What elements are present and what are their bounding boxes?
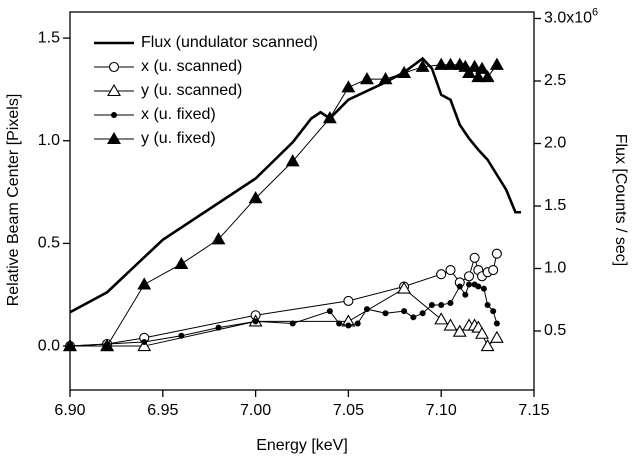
series-line	[70, 287, 498, 347]
y-tick-label: 1.0	[38, 132, 60, 149]
y-axis-title: Relative Beam Center [Pixels]	[5, 94, 22, 307]
data-point	[480, 69, 495, 83]
y2-exponent: 6	[592, 6, 598, 18]
data-point	[466, 281, 473, 288]
data-point	[215, 324, 222, 331]
data-point	[447, 299, 454, 306]
x-tick-label: 6.90	[54, 402, 85, 419]
data-point	[137, 277, 152, 290]
data-point	[289, 320, 296, 327]
legend-marker	[111, 112, 117, 118]
x-tick-label: 7.10	[426, 402, 457, 419]
y2-axis-title: Flux [Counts / sec]	[612, 134, 629, 267]
legend-marker	[107, 83, 121, 97]
data-point	[285, 154, 300, 167]
data-point	[436, 269, 447, 280]
data-point	[467, 59, 482, 72]
data-point	[360, 72, 374, 85]
legend-label: y (u. scanned)	[141, 82, 242, 99]
data-point	[354, 320, 361, 327]
data-point	[475, 326, 489, 339]
y2-tick-label: 2.5	[544, 72, 566, 89]
data-point	[415, 59, 430, 72]
legend-marker	[107, 131, 121, 145]
plot-frame	[69, 11, 535, 391]
y2-tick-label: 0.5	[544, 322, 566, 339]
data-point	[480, 285, 487, 292]
x-tick-label: 7.15	[518, 402, 549, 419]
data-point	[410, 314, 417, 321]
data-point	[341, 80, 356, 93]
data-point	[397, 281, 412, 294]
data-point	[462, 65, 476, 79]
data-point	[248, 191, 263, 204]
data-point	[434, 57, 449, 70]
data-point	[141, 338, 148, 345]
y2-tick-label: 1.5	[544, 197, 566, 214]
data-point	[434, 312, 449, 325]
data-point	[382, 310, 389, 317]
data-point	[397, 65, 412, 79]
data-point	[438, 301, 445, 308]
data-point	[491, 248, 502, 259]
data-point	[484, 301, 491, 308]
data-point	[489, 330, 504, 343]
data-point	[488, 265, 499, 276]
data-point	[363, 306, 370, 313]
data-point	[100, 338, 115, 352]
data-point	[456, 283, 463, 290]
data-point	[445, 265, 456, 276]
legend-label: x (u. scanned)	[141, 58, 242, 75]
data-point	[475, 61, 489, 74]
data-point	[343, 295, 354, 306]
x-tick-label: 7.05	[333, 402, 364, 419]
legend-label: Flux (undulator scanned)	[141, 34, 318, 51]
data-point	[443, 57, 458, 70]
y2-tick-label: 3.0x10	[544, 10, 592, 27]
data-point	[401, 308, 408, 315]
data-point	[419, 310, 426, 317]
legend-marker	[108, 61, 120, 73]
y-tick-label: 0.0	[38, 337, 60, 354]
data-point	[428, 301, 435, 308]
data-point	[345, 322, 352, 329]
data-point	[490, 308, 497, 315]
legend-label: x (u. fixed)	[141, 106, 216, 123]
x-tick-label: 7.00	[240, 402, 271, 419]
data-point	[336, 320, 343, 327]
series-line	[69, 283, 498, 347]
data-point	[137, 338, 152, 352]
data-point	[63, 338, 77, 352]
series-line	[69, 56, 522, 314]
y2-tick-label: 1.0	[544, 260, 566, 277]
x-axis-title: Energy [keV]	[256, 437, 348, 454]
data-point	[178, 332, 185, 339]
data-point	[174, 256, 189, 269]
data-point	[471, 69, 486, 83]
data-point	[211, 232, 226, 245]
data-point	[480, 338, 495, 352]
y2-tick-label: 2.0	[544, 135, 566, 152]
data-point	[378, 72, 393, 85]
data-point	[489, 57, 504, 70]
x-tick-label: 6.95	[147, 402, 178, 419]
data-point	[475, 283, 482, 290]
data-point	[326, 308, 333, 315]
data-point	[462, 291, 469, 298]
data-point	[469, 252, 480, 263]
legend-label: y (u. fixed)	[141, 130, 216, 147]
y-tick-label: 1.5	[38, 29, 60, 46]
data-point	[322, 111, 337, 124]
data-point	[463, 271, 475, 282]
data-point	[252, 318, 259, 325]
data-point	[493, 320, 500, 327]
y-tick-label: 0.5	[38, 235, 60, 252]
data-point	[452, 324, 467, 337]
data-point	[443, 318, 458, 331]
